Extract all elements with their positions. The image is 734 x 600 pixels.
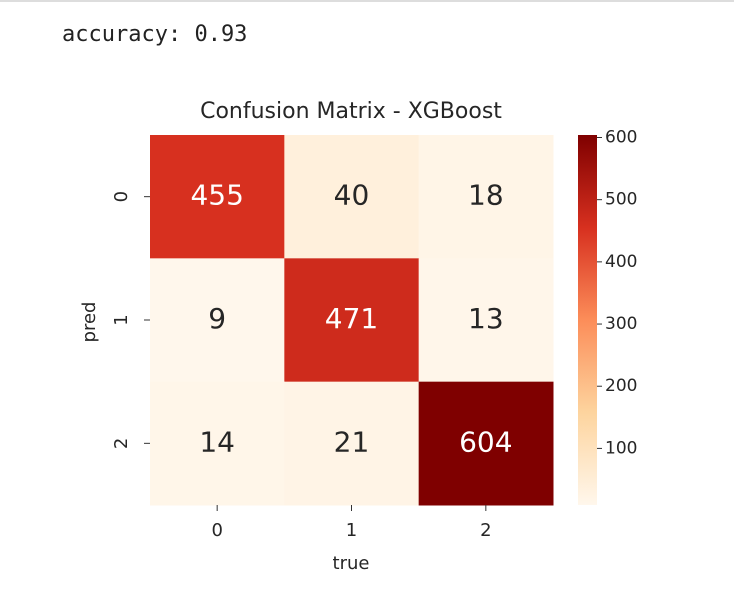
heatmap-cell: [284, 381, 420, 506]
output-text: accuracy: 0.93: [62, 22, 248, 47]
x-tick-label: 0: [211, 520, 222, 541]
colorbar-tick-label: 600: [605, 127, 637, 147]
cell-label: 40: [334, 179, 370, 212]
heatmap-cell: [284, 135, 420, 259]
heatmap-cell: [150, 381, 285, 506]
x-axis-label: true: [333, 553, 370, 574]
cell-label: 14: [199, 425, 235, 458]
colorbar-tick-label: 100: [605, 438, 637, 458]
heatmap-cell: [284, 258, 420, 383]
y-axis-label: pred: [79, 302, 100, 343]
heatmap-cell: [418, 258, 554, 383]
y-tick-label: 2: [111, 438, 132, 449]
cell-label: 604: [459, 425, 512, 458]
cell-label: 471: [325, 302, 378, 335]
heatmap-cell: [418, 135, 554, 259]
colorbar: [578, 135, 597, 505]
colorbar-tick-label: 200: [605, 376, 637, 396]
cell-label: 9: [208, 302, 226, 335]
colorbar-tick-label: 300: [605, 314, 637, 334]
cell-label: 18: [468, 179, 504, 212]
chart-title: Confusion Matrix - XGBoost: [200, 99, 502, 124]
cell-label: 455: [190, 179, 243, 212]
heatmap-cell: [418, 381, 554, 506]
colorbar-tick-label: 500: [605, 190, 637, 210]
heatmap-cell: [150, 135, 285, 259]
y-tick-label: 1: [111, 314, 132, 325]
cell-label: 13: [468, 302, 504, 335]
cell-label: 21: [334, 425, 370, 458]
x-tick-label: 1: [346, 520, 357, 541]
colorbar-tick-label: 400: [605, 252, 637, 272]
heatmap-cell: [150, 258, 285, 383]
x-tick-label: 2: [480, 520, 491, 541]
y-tick-label: 0: [111, 191, 132, 202]
